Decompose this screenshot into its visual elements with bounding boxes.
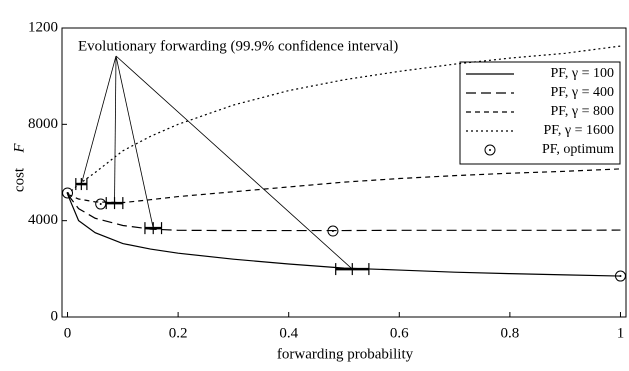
optimum-dot (331, 230, 334, 233)
optimum-marker (327, 225, 339, 237)
leader-line (114, 55, 117, 204)
legend-swatch (489, 149, 491, 151)
x-tick-label: 0.4 (279, 325, 298, 341)
legend-label: PF, γ = 800 (550, 104, 614, 119)
legend (459, 61, 621, 165)
series-line (67, 193, 621, 232)
optimum-marker (614, 270, 626, 282)
leader-line (115, 55, 353, 270)
leader-line (80, 55, 117, 185)
series-line (67, 168, 621, 204)
y-tick-label: 1200 (28, 19, 58, 35)
legend-label: PF, optimum (542, 142, 614, 157)
legend-label: PF, γ = 1600 (543, 123, 614, 138)
y-axis-variable: F (11, 143, 27, 154)
annotation: Evolutionary forwarding (99.9% confidenc… (78, 38, 398, 54)
x-tick-label: 0.6 (390, 325, 409, 341)
x-tick-label: 0 (64, 325, 72, 341)
series-line (67, 45, 621, 195)
y-tick-label: 4000 (28, 212, 58, 228)
leader-line (115, 55, 154, 229)
optimum-marker (95, 198, 107, 210)
y-axis-label: cost (11, 167, 27, 192)
x-tick-label: 0.8 (501, 325, 520, 341)
legend-swatch (484, 144, 496, 156)
series-line (66, 193, 621, 277)
plot-frame (61, 27, 627, 318)
optimum-dot (66, 191, 69, 194)
x-tick-label: 0.2 (169, 325, 188, 341)
y-tick-label: 8000 (28, 116, 58, 132)
y-axis-label-group: cost F (11, 143, 27, 193)
optimum-dot (619, 275, 622, 278)
optimum-marker (62, 187, 74, 199)
x-axis-label: forwarding probability (277, 346, 414, 362)
legend-label: PF, γ = 100 (550, 66, 614, 81)
y-tick-label: 0 (51, 308, 59, 324)
x-tick-label: 1 (617, 325, 625, 341)
optimum-dot (99, 203, 102, 206)
legend-label: PF, γ = 400 (550, 85, 614, 100)
